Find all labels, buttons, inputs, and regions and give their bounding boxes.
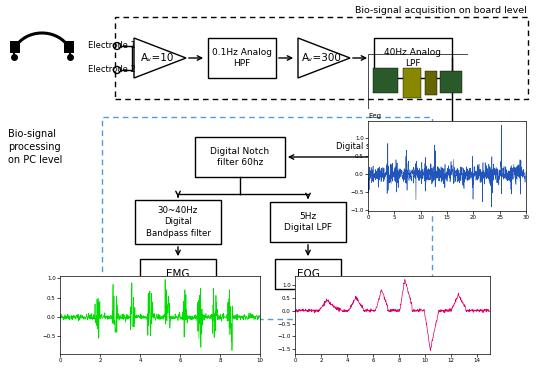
FancyBboxPatch shape xyxy=(10,41,20,53)
Text: Bio-signal acquisition on board level: Bio-signal acquisition on board level xyxy=(355,6,527,15)
Text: EOG: EOG xyxy=(296,269,320,279)
FancyBboxPatch shape xyxy=(140,259,216,289)
Text: Aᵥ=300: Aᵥ=300 xyxy=(302,53,342,63)
Text: Electrode 2: Electrode 2 xyxy=(88,66,136,75)
FancyBboxPatch shape xyxy=(441,137,523,177)
FancyBboxPatch shape xyxy=(275,259,341,289)
Bar xyxy=(373,68,398,93)
Text: Digital signal: Digital signal xyxy=(336,142,391,151)
Bar xyxy=(425,70,437,95)
FancyBboxPatch shape xyxy=(195,137,285,177)
Text: Bio-signal
processing
on PC level: Bio-signal processing on PC level xyxy=(8,129,62,165)
FancyBboxPatch shape xyxy=(208,38,276,78)
Text: 40Hz Analog
LPF: 40Hz Analog LPF xyxy=(385,48,442,68)
Text: Electrode 1: Electrode 1 xyxy=(88,41,136,51)
Text: MCU(A/D
CONVERTER): MCU(A/D CONVERTER) xyxy=(453,147,511,167)
Text: Digital Notch
filter 60hz: Digital Notch filter 60hz xyxy=(210,147,270,167)
FancyBboxPatch shape xyxy=(63,41,74,53)
Text: 30~40Hz
Digital
Bandpass filter: 30~40Hz Digital Bandpass filter xyxy=(146,206,210,238)
Text: Eeg: Eeg xyxy=(368,113,381,119)
Text: 0.1Hz Analog
HPF: 0.1Hz Analog HPF xyxy=(212,48,272,68)
FancyBboxPatch shape xyxy=(374,38,452,78)
Text: Aᵥ=10: Aᵥ=10 xyxy=(141,53,175,63)
Text: 5Hz
Digital LPF: 5Hz Digital LPF xyxy=(284,212,332,232)
Text: EMG: EMG xyxy=(166,269,190,279)
Bar xyxy=(403,68,421,98)
Bar xyxy=(440,70,462,93)
FancyBboxPatch shape xyxy=(270,202,346,242)
FancyBboxPatch shape xyxy=(135,200,221,244)
